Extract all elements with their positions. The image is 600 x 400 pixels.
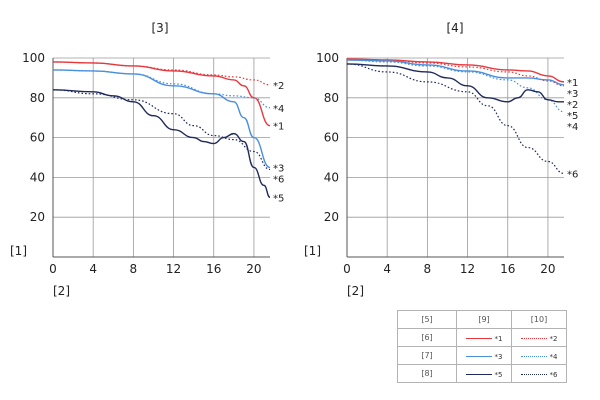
legend-tag: *5 xyxy=(494,370,503,379)
x-tick-label: 20 xyxy=(540,262,555,276)
legend-tag: *1 xyxy=(494,334,503,343)
x-tick-label: 12 xyxy=(166,262,181,276)
legend-row-label: [6] xyxy=(397,328,457,347)
x-tick-label: 4 xyxy=(383,262,391,276)
legend-row-label: [8] xyxy=(397,364,457,383)
series-line-star4 xyxy=(346,59,565,113)
y-tick-label: 20 xyxy=(324,210,339,224)
x-axis-label: [2] xyxy=(347,284,364,298)
y-tick-label: 60 xyxy=(30,131,45,145)
y-tick-label: 60 xyxy=(324,131,339,145)
legend-row: [6] *1 *2 xyxy=(397,328,567,347)
x-tick-label: 20 xyxy=(246,262,261,276)
chart-title: [4] xyxy=(447,21,464,35)
legend-header-row: [5] [9] [10] xyxy=(397,310,567,329)
chart-panel: [4] 20 40 60 80 100 0 4 8 12 16 20 [1] [2] *1*3*2*5*4 *… xyxy=(304,21,578,298)
legend-tag: *6 xyxy=(549,370,558,379)
legend-line-swatch xyxy=(520,356,547,358)
series-end-label: *1 xyxy=(567,78,578,89)
x-axis-label: [2] xyxy=(53,284,70,298)
legend-solid-cell: *5 xyxy=(456,364,512,383)
legend-solid-cell: *3 xyxy=(456,346,512,365)
y-tick-label: 80 xyxy=(324,91,339,105)
legend-row: [8] *5 *6 xyxy=(397,364,567,383)
x-tick-label: 8 xyxy=(130,262,138,276)
x-tick-label: 12 xyxy=(460,262,475,276)
series-end-label: *2 xyxy=(567,100,578,111)
chart-title: [3] xyxy=(152,21,169,35)
legend-tag: *3 xyxy=(494,352,503,361)
legend-header-cell: [9] xyxy=(456,310,512,329)
y-tick-label: 100 xyxy=(22,51,45,65)
series-end-label: *1 xyxy=(273,122,284,133)
x-tick-label: 0 xyxy=(49,262,57,276)
legend-tag: *4 xyxy=(549,352,558,361)
series-line-star5 xyxy=(346,63,565,103)
series-line-star3 xyxy=(52,69,271,169)
series-end-label: *3 xyxy=(567,89,578,100)
x-tick-label: 0 xyxy=(343,262,351,276)
series-end-label: *5 xyxy=(273,193,284,204)
series-end-label: *6 xyxy=(567,169,578,180)
legend-dotted-cell: *2 xyxy=(511,328,567,347)
legend-line-swatch xyxy=(465,338,492,340)
legend-line-swatch xyxy=(465,374,492,376)
series-line-star3 xyxy=(346,59,565,86)
series-line-star5 xyxy=(52,89,271,198)
series-line-star2 xyxy=(346,58,565,87)
series-end-label: *3 xyxy=(273,163,284,174)
series-line-star1 xyxy=(52,61,271,127)
series-end-label: *6 xyxy=(273,174,284,185)
legend-tag: *2 xyxy=(549,334,558,343)
legend-dotted-cell: *6 xyxy=(511,364,567,383)
y-tick-label: 20 xyxy=(30,210,45,224)
series-end-label: *2 xyxy=(273,81,284,92)
legend-line-swatch xyxy=(520,338,547,340)
y-tick-label: 40 xyxy=(324,170,339,184)
y-tick-label: 100 xyxy=(316,51,339,65)
series-end-label: *4 xyxy=(567,122,578,133)
legend-line-swatch xyxy=(520,374,547,376)
chart-panel: [3] 20 40 60 80 100 0 4 8 12 16 20 [1] [2] *2 *4 *1 *3*6 *… xyxy=(10,21,284,298)
series-line-star4 xyxy=(52,69,271,109)
legend-row: [7] *3 *4 xyxy=(397,346,567,365)
legend-table: [5] [9] [10] [6] *1 *2 [7] *3 *4 [8] xyxy=(397,310,567,383)
legend-header-cell: [5] xyxy=(397,310,457,329)
legend-header-cell: [10] xyxy=(511,310,567,329)
series-end-label: *5 xyxy=(567,111,578,122)
series-line-star6 xyxy=(346,63,565,175)
x-tick-label: 16 xyxy=(206,262,221,276)
legend-row-label: [7] xyxy=(397,346,457,365)
x-tick-label: 8 xyxy=(424,262,432,276)
series-line-star2 xyxy=(52,61,271,86)
legend-dotted-cell: *4 xyxy=(511,346,567,365)
legend-line-swatch xyxy=(465,356,492,358)
y-axis-label: [1] xyxy=(10,244,27,258)
legend-solid-cell: *1 xyxy=(456,328,512,347)
series-end-label: *4 xyxy=(273,104,284,115)
y-tick-label: 80 xyxy=(30,91,45,105)
series-line-star6 xyxy=(52,89,271,171)
y-axis-label: [1] xyxy=(304,244,321,258)
y-tick-label: 40 xyxy=(30,170,45,184)
x-tick-label: 4 xyxy=(89,262,97,276)
x-tick-label: 16 xyxy=(500,262,515,276)
